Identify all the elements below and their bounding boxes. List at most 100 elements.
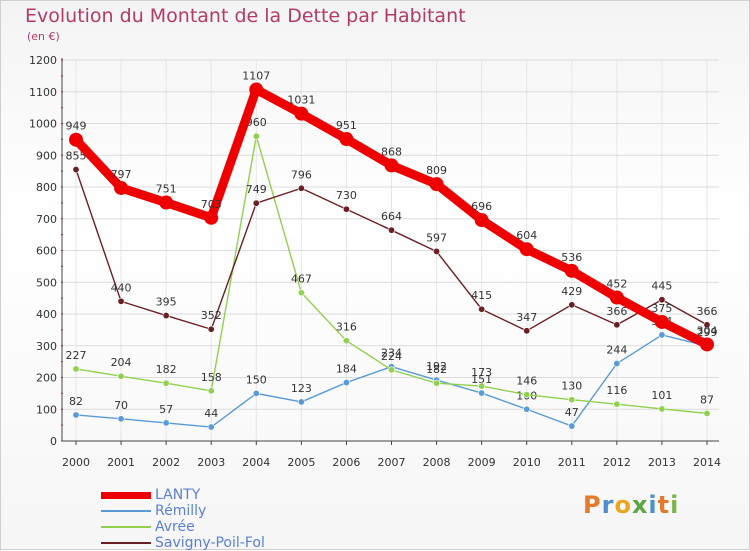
legend-label: LANTY	[155, 487, 201, 503]
logo-letter: i	[670, 491, 680, 519]
data-label: 82	[69, 395, 83, 408]
data-point	[613, 321, 621, 329]
x-tick-label: 2008	[423, 456, 451, 469]
data-point	[297, 398, 305, 406]
data-point	[609, 290, 624, 305]
x-tick-label: 2006	[332, 456, 360, 469]
data-point	[252, 132, 260, 140]
x-tick-label: 2012	[603, 456, 631, 469]
data-point	[117, 415, 125, 423]
data-point	[523, 405, 531, 413]
y-tick-label: 300	[36, 340, 57, 353]
data-label: 227	[66, 349, 87, 362]
data-label: 604	[516, 229, 537, 242]
data-label: 304	[697, 324, 718, 337]
data-label: 375	[651, 302, 672, 315]
data-point	[433, 247, 441, 255]
data-label: 130	[561, 380, 582, 393]
data-point	[478, 305, 486, 313]
x-tick-label: 2003	[197, 456, 225, 469]
data-label: 452	[606, 277, 627, 290]
data-label: 1107	[242, 70, 270, 83]
data-label: 87	[700, 393, 714, 406]
data-point	[342, 205, 350, 213]
data-label: 44	[204, 407, 218, 420]
x-tick-label: 2013	[648, 456, 676, 469]
logo-letter: o	[614, 491, 632, 519]
data-label: 101	[651, 389, 672, 402]
y-tick-label: 400	[36, 308, 57, 321]
data-point	[478, 389, 486, 397]
data-point	[249, 82, 264, 97]
data-point	[523, 327, 531, 335]
data-point	[568, 396, 576, 404]
data-label: 182	[156, 363, 177, 376]
data-point	[159, 195, 174, 210]
data-label: 116	[606, 384, 627, 397]
data-label: 467	[291, 273, 312, 286]
proxiti-logo: Proxiti	[583, 491, 679, 519]
data-point	[654, 314, 669, 329]
data-point	[207, 325, 215, 333]
legend-swatch	[101, 542, 151, 544]
data-point	[523, 391, 531, 399]
data-label: 173	[471, 366, 492, 379]
data-label: 749	[246, 183, 267, 196]
legend-swatch	[101, 510, 151, 512]
data-point	[519, 242, 534, 257]
data-point	[114, 180, 129, 195]
data-label: 192	[426, 360, 447, 373]
data-label: 445	[651, 280, 672, 293]
data-label: 696	[471, 200, 492, 213]
data-label: 440	[111, 281, 132, 294]
data-label: 664	[381, 210, 402, 223]
data-label: 366	[697, 305, 718, 318]
data-label: 316	[336, 321, 357, 334]
y-tick-label: 1000	[29, 118, 57, 131]
data-label: 949	[66, 120, 87, 133]
data-label: 224	[381, 350, 402, 363]
data-point	[72, 411, 80, 419]
legend-label: Savigny-Poil-Fol	[155, 535, 265, 551]
data-label: 429	[561, 285, 582, 298]
data-point	[207, 387, 215, 395]
data-label: 123	[291, 382, 312, 395]
data-label: 158	[201, 371, 222, 384]
data-label: 151	[471, 373, 492, 386]
data-label: 47	[565, 406, 579, 419]
data-label: 536	[561, 251, 582, 264]
data-point	[474, 213, 489, 228]
data-point	[297, 289, 305, 297]
data-label: 234	[381, 347, 402, 360]
y-tick-label: 1200	[29, 54, 57, 67]
legend-label: Rémilly	[155, 503, 207, 519]
data-point	[252, 199, 260, 207]
data-point	[433, 379, 441, 387]
data-point	[69, 132, 83, 147]
logo-letter: t	[657, 491, 671, 519]
data-point	[117, 372, 125, 380]
data-label: 809	[426, 164, 447, 177]
data-label: 751	[156, 183, 177, 196]
x-tick-label: 2007	[378, 456, 406, 469]
data-label: 730	[336, 189, 357, 202]
data-label: 703	[201, 198, 222, 211]
data-label: 796	[291, 168, 312, 181]
x-tick-label: 2011	[558, 456, 586, 469]
data-point	[613, 360, 621, 368]
data-point	[658, 296, 666, 304]
data-point	[339, 132, 354, 147]
y-tick-label: 800	[36, 181, 57, 194]
y-tick-label: 900	[36, 149, 57, 162]
data-point	[384, 158, 399, 173]
y-tick-label: 100	[36, 403, 57, 416]
data-label: 57	[159, 403, 173, 416]
logo-letter: x	[631, 491, 649, 519]
data-label: 597	[426, 231, 447, 244]
data-point	[703, 409, 711, 417]
y-tick-label: 0	[50, 435, 57, 448]
data-point	[703, 321, 711, 329]
x-tick-label: 2010	[513, 456, 541, 469]
x-tick-label: 2002	[152, 456, 180, 469]
logo-letter: P	[583, 491, 602, 519]
